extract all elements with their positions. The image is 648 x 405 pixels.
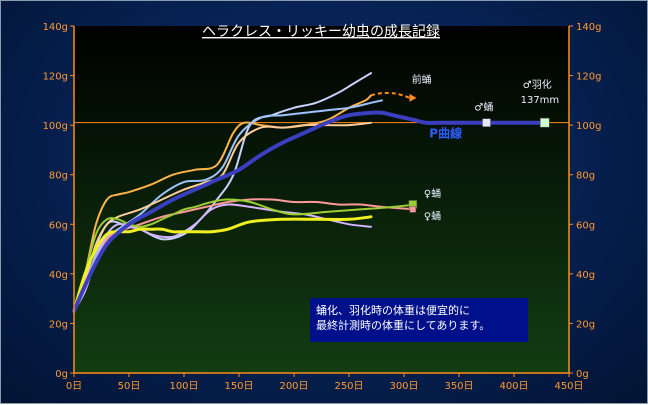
note-line-2: 最終計測時の体重にしてあります。 [316,319,491,332]
x-tick-label: 0日 [66,381,82,392]
ann-male-eclosion: ♂羽化 [523,78,552,91]
series-line-5 [73,198,416,312]
y-tick-label-left: 120g [43,72,68,83]
y-tick-label-right: 140g [576,22,601,33]
ann-female-pupa-2: ♀蛹 [424,210,441,222]
y-tick-label-right: 60g [576,220,595,231]
y-tick-label-left: 20g [49,319,68,330]
series-line-4 [73,121,372,312]
series-line-7 [73,198,416,312]
x-tick-label: 100日 [169,381,198,392]
y-tick-label-right: 120g [576,72,601,83]
y-tick-label-left: 40g [49,270,68,281]
marker-1 [482,118,491,127]
ann-female-pupa-1: ♀蛹 [424,188,441,200]
note-line-1: 蛹化、羽化時の体重は便宜的に [316,304,470,317]
marker-2 [540,117,550,128]
y-tick-label-left: 100g [43,121,68,132]
x-tick-label: 400日 [499,381,528,392]
series-line-8 [72,215,373,313]
x-tick-label: 200日 [279,381,308,392]
y-tick-label-left: 140g [43,22,68,33]
x-tick-label: 150日 [224,381,253,392]
series-line-1 [73,72,372,312]
ann-male-pupa: ♂蛹 [474,101,493,113]
note-box: 蛹化、羽化時の体重は便宜的に 最終計測時の体重にしてあります。 [310,298,528,342]
projection-arrow-head [409,93,417,102]
series-line-2 [73,94,372,312]
y-tick-label-right: 0g [576,369,589,380]
y-tick-label-left: 60g [49,220,68,231]
y-tick-label-right: 40g [576,270,595,281]
y-tick-label-right: 20g [576,319,595,330]
chart-title: ヘラクレス・リッキー幼虫の成長記録 [202,23,440,40]
x-tick-label: 300日 [389,381,418,392]
ann-prepupa: 前蛹 [412,73,432,86]
x-tick-label: 250日 [334,381,363,392]
y-tick-label-right: 100g [576,121,601,132]
x-tick-label: 450日 [554,381,583,392]
y-tick-label-left: 80g [49,171,68,182]
y-tick-label-left: 0g [55,369,68,380]
ann-male-weight: 137mm [521,95,560,106]
series-line-9 [72,110,549,313]
projection-arrow-line [370,91,410,99]
y-tick-label-right: 80g [576,171,595,182]
x-tick-label: 350日 [444,381,473,392]
marker-4 [409,206,417,213]
x-tick-label: 50日 [118,381,141,392]
ann-p-curve: P曲線 [429,126,462,141]
